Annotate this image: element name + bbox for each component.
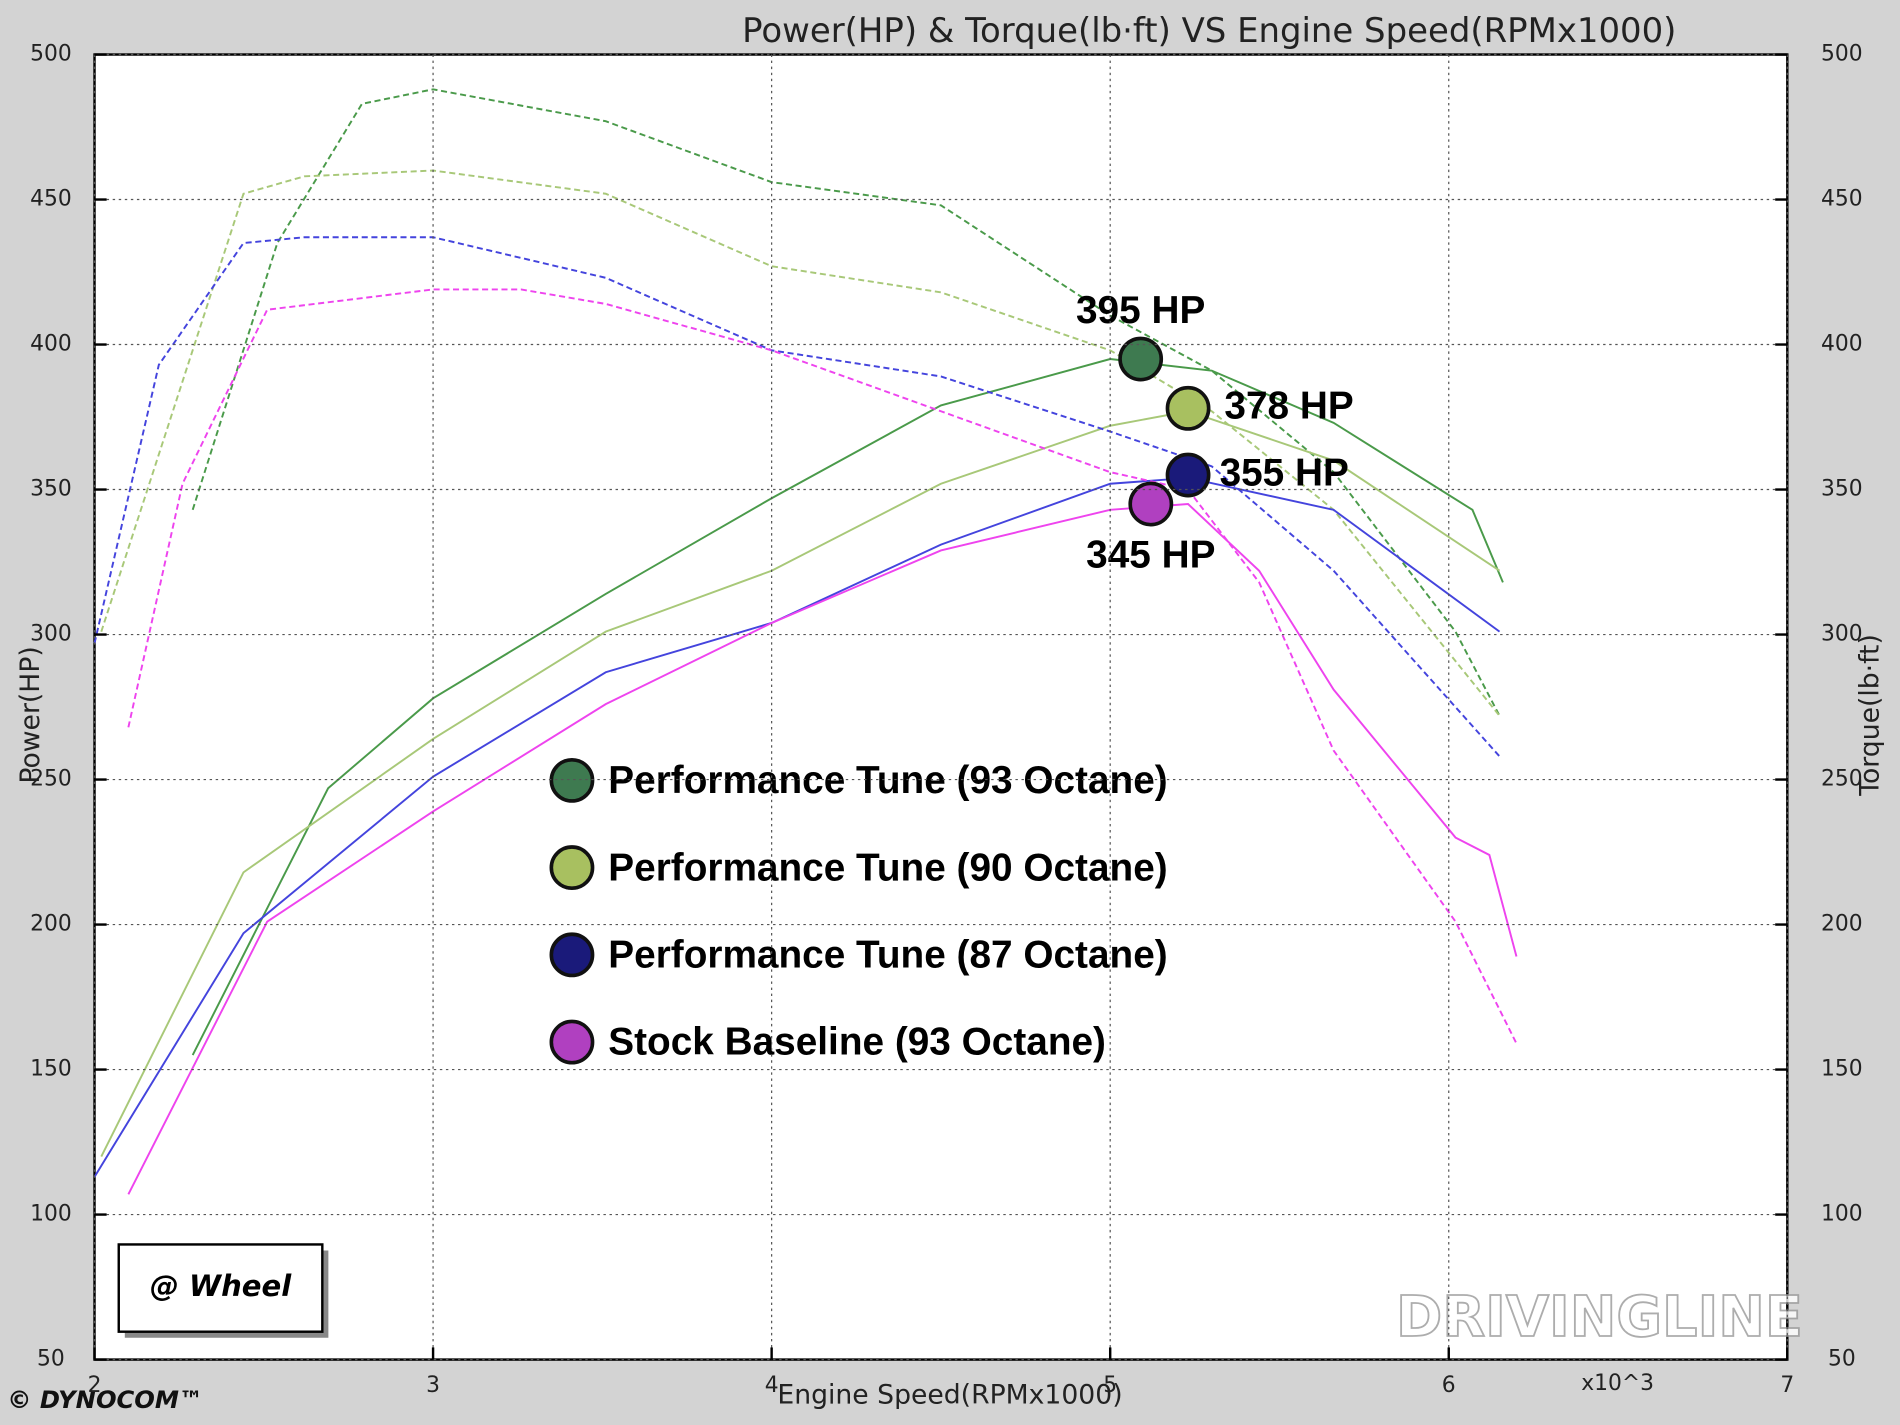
- y2-tick-label: 350: [1821, 477, 1863, 502]
- y-tick-label: 200: [30, 912, 72, 937]
- torque-line: [191, 88, 1501, 717]
- peak-marker: [1165, 452, 1211, 498]
- y2-tick-label: 250: [1821, 767, 1863, 792]
- power-line: [93, 476, 1501, 1178]
- power-line: [100, 410, 1501, 1157]
- badge-box: [117, 1243, 324, 1333]
- legend-marker: [549, 757, 595, 803]
- torque-line: [127, 288, 1518, 1044]
- y-tick-label: 450: [30, 187, 72, 212]
- y2-tick-label: 450: [1821, 187, 1863, 212]
- y2-tick-label: 50: [1828, 1347, 1856, 1372]
- y2-tick-label: 500: [1821, 42, 1863, 67]
- x-tick-label: 6: [1442, 1373, 1456, 1398]
- y-tick-label: 150: [30, 1057, 72, 1082]
- y-tick-label: 350: [30, 477, 72, 502]
- legend-label: Performance Tune (93 Octane): [608, 759, 1167, 802]
- y-tick-label: 500: [30, 42, 72, 67]
- peak-label: 345 HP: [1086, 534, 1215, 577]
- x-multiplier: x10^3: [1581, 1371, 1654, 1396]
- peak-marker: [1165, 385, 1211, 431]
- x-tick-label: 7: [1780, 1373, 1794, 1398]
- y2-tick-label: 200: [1821, 912, 1863, 937]
- x-tick-label: 5: [1103, 1373, 1117, 1398]
- brand: © DYNOCOM™: [7, 1386, 203, 1414]
- y-tick-label: 300: [30, 622, 72, 647]
- legend-label: Performance Tune (90 Octane): [608, 846, 1167, 889]
- legend-label: Performance Tune (87 Octane): [608, 934, 1167, 977]
- grid: 2 3 4 5 6 7 50 100 150 200 250 300 350 400 450 500 50 100…: [30, 42, 1863, 1399]
- peak-marker: [1118, 336, 1164, 382]
- legend-marker: [549, 932, 595, 978]
- y-tick-label: 250: [30, 767, 72, 792]
- peak-label: 355 HP: [1220, 451, 1349, 494]
- chart-title: Power(HP) & Torque(lb·ft) VS Engine Spee…: [742, 11, 1676, 50]
- legend-marker: [549, 845, 595, 891]
- x-tick-label: 4: [765, 1373, 779, 1398]
- plot-area: [93, 53, 1789, 1361]
- watermark: DRIVINGLINE: [1396, 1285, 1803, 1350]
- y2-tick-label: 100: [1821, 1202, 1863, 1227]
- x-axis-label: Engine Speed(RPMx1000): [777, 1379, 1122, 1410]
- legend-label: Stock Baseline (93 Octane): [608, 1021, 1106, 1064]
- badge: @ Wheel: [150, 1269, 292, 1303]
- peak-marker: [1128, 481, 1174, 527]
- y-tick-label: 400: [30, 332, 72, 357]
- x-tick-label: 2: [88, 1373, 102, 1398]
- y2-tick-label: 150: [1821, 1057, 1863, 1082]
- y-axis-label: Power(HP): [15, 646, 46, 783]
- legend-marker: [549, 1019, 595, 1065]
- y-tick-label: 50: [37, 1347, 65, 1372]
- power-line: [191, 358, 1504, 1056]
- peak-label: 395 HP: [1076, 289, 1205, 332]
- x-tick-label: 3: [426, 1373, 440, 1398]
- y2-axis-label: Torque(lb·ft): [1854, 634, 1885, 797]
- torque-line: [93, 236, 1501, 757]
- peak-label: 378 HP: [1224, 385, 1353, 428]
- y2-tick-label: 300: [1821, 622, 1863, 647]
- y2-tick-label: 400: [1821, 332, 1863, 357]
- y-tick-label: 100: [30, 1202, 72, 1227]
- plot: Performance Tune (93 Octane) Performance …: [93, 88, 1518, 1195]
